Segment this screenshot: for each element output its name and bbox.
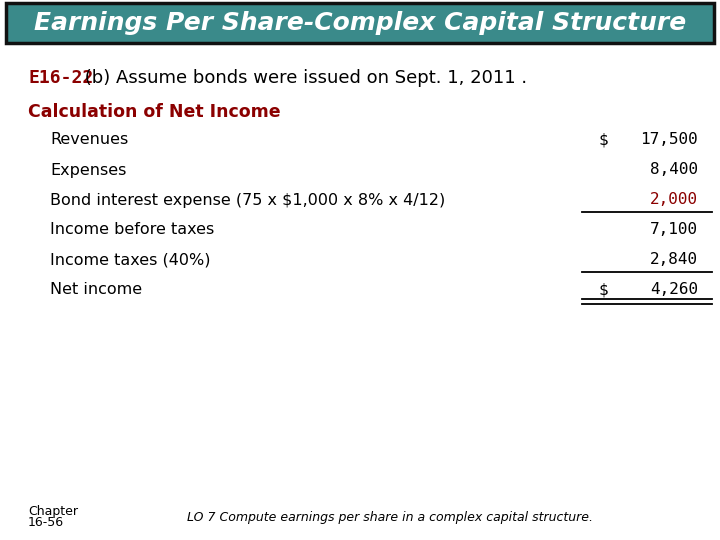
Text: $: $ (598, 282, 608, 298)
Text: 17,500: 17,500 (640, 132, 698, 147)
Text: 2,000: 2,000 (650, 192, 698, 207)
Text: Income taxes (40%): Income taxes (40%) (50, 253, 210, 267)
Text: 16-56: 16-56 (28, 516, 64, 530)
Text: Net income: Net income (50, 282, 142, 298)
Text: Income before taxes: Income before taxes (50, 222, 215, 238)
Bar (6, 3, 714, 43)
Text: Chapter: Chapter (28, 504, 78, 517)
Text: Calculation of Net Income: Calculation of Net Income (28, 103, 281, 121)
Text: E16-22: E16-22 (28, 69, 94, 87)
Text: 7,100: 7,100 (650, 222, 698, 238)
Text: 8,400: 8,400 (650, 163, 698, 178)
Text: 4,260: 4,260 (650, 282, 698, 298)
Text: Expenses: Expenses (50, 163, 127, 178)
Text: Revenues: Revenues (50, 132, 128, 147)
Text: $: $ (598, 132, 608, 147)
Text: 2,840: 2,840 (650, 253, 698, 267)
Text: Earnings Per Share-Complex Capital Structure: Earnings Per Share-Complex Capital Struc… (34, 11, 686, 35)
Text: (b) Assume bonds were issued on Sept. 1, 2011 .: (b) Assume bonds were issued on Sept. 1,… (79, 69, 527, 87)
Text: LO 7 Compute earnings per share in a complex capital structure.: LO 7 Compute earnings per share in a com… (187, 511, 593, 524)
Text: Bond interest expense (75 x $1,000 x 8% x 4/12): Bond interest expense (75 x $1,000 x 8% … (50, 192, 445, 207)
